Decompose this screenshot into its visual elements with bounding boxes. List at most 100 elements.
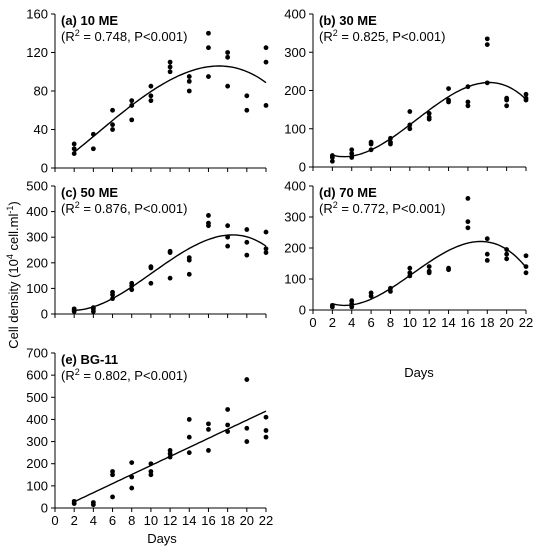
data-point bbox=[446, 86, 451, 91]
data-point bbox=[244, 377, 250, 382]
data-point bbox=[167, 248, 173, 254]
x-tick-label: 10 bbox=[403, 315, 417, 330]
regression-stats: (R2 = 0.772, P<0.001) bbox=[319, 200, 445, 216]
data-point bbox=[263, 434, 269, 440]
data-point bbox=[186, 271, 192, 277]
y-tick-label: 100 bbox=[26, 478, 48, 493]
data-point bbox=[465, 84, 471, 90]
x-axis-title-left: Days bbox=[147, 531, 177, 546]
data-point bbox=[484, 80, 490, 86]
x-tick-label: 8 bbox=[128, 513, 135, 528]
data-point bbox=[110, 107, 115, 113]
y-tick-label: 200 bbox=[26, 456, 48, 471]
y-tick-label: 500 bbox=[26, 179, 48, 194]
data-point bbox=[186, 434, 192, 440]
y-tick-label: 100 bbox=[284, 272, 306, 287]
data-point bbox=[368, 147, 374, 153]
data-point bbox=[110, 296, 115, 302]
x-tick-label: 4 bbox=[90, 513, 97, 528]
data-point bbox=[71, 306, 77, 312]
panel-a: 0 40 80 120 160 (a) 10 ME(R2 = 0.748, P<0.001… bbox=[26, 7, 269, 176]
data-point bbox=[349, 298, 355, 304]
fit-line bbox=[332, 81, 527, 158]
y-tick-label: 0 bbox=[299, 160, 306, 175]
data-point bbox=[225, 429, 231, 435]
x-tick-label: 20 bbox=[240, 513, 254, 528]
data-point bbox=[148, 83, 154, 89]
y-tick-label: 400 bbox=[284, 7, 306, 22]
data-point bbox=[446, 265, 451, 271]
data-point bbox=[426, 264, 432, 269]
y-tick-label: 400 bbox=[26, 204, 48, 219]
data-point bbox=[206, 421, 211, 427]
data-point bbox=[167, 64, 173, 70]
regression-stats: (R2 = 0.825, P<0.001) bbox=[319, 28, 445, 44]
data-point bbox=[90, 131, 96, 137]
y-tick-label: 0 bbox=[299, 303, 306, 318]
data-point bbox=[148, 93, 154, 99]
panel-title: (e) BG-11 bbox=[61, 352, 118, 367]
x-tick-label: 20 bbox=[499, 315, 513, 330]
data-point bbox=[90, 500, 96, 505]
x-tick-label: 12 bbox=[422, 315, 436, 330]
x-axis-title-right: Days bbox=[404, 365, 434, 380]
data-point bbox=[206, 74, 211, 79]
y-tick-label: 0 bbox=[41, 501, 48, 516]
data-point bbox=[244, 252, 250, 258]
data-point bbox=[465, 225, 471, 231]
panel-b: 0 100 200 300 400 (b) 30 ME(R2 = 0.825, P<0.0… bbox=[284, 7, 529, 175]
y-tick-label: 0 bbox=[41, 307, 48, 322]
y-tick-label: 300 bbox=[26, 434, 48, 449]
data-point bbox=[244, 239, 250, 245]
data-point bbox=[225, 50, 231, 55]
panel-title: (a) 10 ME bbox=[61, 13, 118, 28]
data-point bbox=[110, 122, 115, 128]
data-point bbox=[465, 196, 471, 201]
data-point bbox=[504, 256, 510, 262]
data-point bbox=[206, 30, 211, 36]
x-tick-label: 2 bbox=[71, 513, 78, 528]
data-point bbox=[244, 93, 250, 99]
x-tick-label: 16 bbox=[461, 315, 475, 330]
data-point bbox=[167, 448, 173, 453]
data-point bbox=[167, 59, 173, 65]
data-point bbox=[504, 103, 510, 109]
y-tick-label: 300 bbox=[26, 230, 48, 245]
data-point bbox=[206, 448, 211, 453]
data-point bbox=[368, 290, 374, 296]
data-point bbox=[186, 74, 192, 79]
y-tick-label: 100 bbox=[26, 281, 48, 296]
data-point bbox=[263, 229, 269, 235]
y-tick-label: 200 bbox=[284, 241, 306, 256]
x-tick-label: 18 bbox=[220, 513, 234, 528]
data-point bbox=[388, 135, 393, 141]
fit-line bbox=[73, 65, 267, 153]
data-point bbox=[186, 78, 192, 84]
data-point bbox=[263, 246, 269, 252]
data-point bbox=[110, 127, 115, 132]
data-point bbox=[129, 117, 135, 123]
data-point bbox=[263, 414, 269, 420]
y-tick-label: 200 bbox=[284, 83, 306, 98]
data-point bbox=[110, 289, 115, 295]
y-tick-label: 600 bbox=[26, 368, 48, 383]
data-point bbox=[206, 426, 211, 432]
data-point bbox=[523, 264, 529, 269]
data-point bbox=[465, 219, 471, 225]
y-tick-label: 120 bbox=[26, 45, 48, 60]
data-point bbox=[263, 103, 269, 108]
data-point bbox=[148, 469, 154, 474]
data-point bbox=[71, 146, 77, 152]
data-point bbox=[407, 109, 413, 114]
x-tick-label: 4 bbox=[348, 315, 355, 330]
data-point bbox=[504, 95, 510, 101]
y-tick-label: 700 bbox=[26, 346, 48, 361]
data-point bbox=[484, 36, 490, 42]
data-point bbox=[129, 98, 135, 104]
data-point bbox=[523, 253, 529, 259]
data-point bbox=[167, 275, 173, 281]
data-point bbox=[225, 243, 231, 249]
data-point bbox=[407, 270, 413, 276]
data-point bbox=[225, 422, 231, 428]
